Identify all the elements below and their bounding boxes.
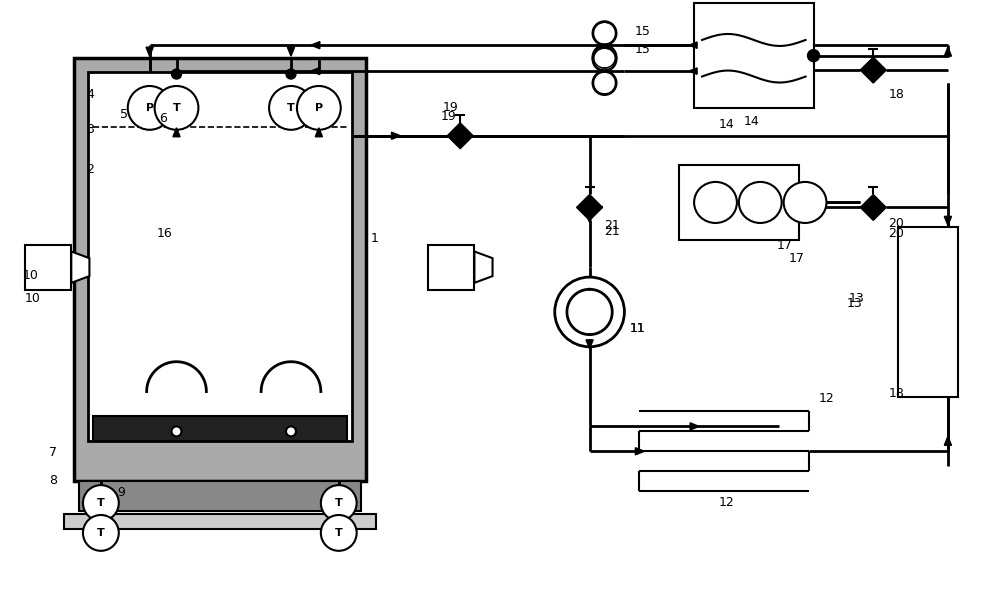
Polygon shape [635,448,644,455]
Circle shape [321,515,357,551]
Ellipse shape [694,182,737,223]
Text: T: T [97,498,105,508]
Polygon shape [315,128,322,137]
Text: 11: 11 [629,322,645,335]
Bar [428,245,474,290]
Circle shape [286,426,296,436]
Text: 14: 14 [719,118,735,131]
Text: T: T [97,528,105,538]
Circle shape [593,45,616,69]
Text: 6: 6 [160,112,167,125]
Text: 20: 20 [888,227,904,240]
Text: T: T [173,103,180,113]
Polygon shape [577,195,603,207]
Circle shape [83,515,119,551]
Text: 10: 10 [22,269,38,282]
Text: 7: 7 [49,447,57,459]
Polygon shape [173,128,180,137]
Circle shape [83,485,119,521]
Circle shape [593,47,616,71]
Polygon shape [311,42,320,49]
Polygon shape [146,47,153,56]
Text: 17: 17 [777,239,793,252]
Polygon shape [586,213,593,222]
Text: 10: 10 [24,292,40,305]
Text: 19: 19 [440,110,456,123]
Bar [93,417,347,441]
Text: 5: 5 [120,108,128,121]
Text: 15: 15 [634,25,650,38]
Text: 21: 21 [605,225,620,238]
Text: 9: 9 [117,486,125,499]
Text: P: P [315,103,323,113]
Polygon shape [447,136,473,149]
Polygon shape [944,216,951,225]
Text: 21: 21 [605,219,620,232]
Text: 20: 20 [888,217,904,230]
Circle shape [297,86,341,130]
Text: 12: 12 [719,496,735,509]
Bar [694,4,814,108]
Polygon shape [392,132,400,139]
Polygon shape [690,423,699,430]
Circle shape [172,69,181,79]
Circle shape [155,86,198,130]
Circle shape [808,50,820,61]
Polygon shape [447,123,473,136]
Text: 14: 14 [744,115,760,128]
Text: 11: 11 [629,322,645,335]
Circle shape [321,485,357,521]
Text: T: T [287,103,295,113]
Text: 3: 3 [86,123,94,136]
Text: T: T [335,498,343,508]
Text: 13: 13 [846,297,862,310]
Polygon shape [944,47,951,56]
Bar [679,165,799,240]
Polygon shape [689,42,697,48]
Circle shape [593,71,616,95]
Circle shape [286,69,296,79]
Text: 18: 18 [888,88,904,101]
Bar [25,245,71,290]
Text: 12: 12 [819,392,834,405]
Text: 16: 16 [157,227,172,240]
Polygon shape [860,207,886,220]
Polygon shape [577,207,603,220]
Polygon shape [586,340,593,349]
Text: 19: 19 [442,101,458,114]
Ellipse shape [739,182,782,223]
Circle shape [593,21,616,45]
Text: 8: 8 [49,474,57,487]
Polygon shape [71,251,89,283]
Polygon shape [311,67,320,75]
Circle shape [555,277,624,347]
Text: 18: 18 [888,386,904,399]
Polygon shape [689,68,697,74]
Circle shape [128,86,172,130]
Text: 2: 2 [86,162,94,176]
Polygon shape [944,436,951,445]
Circle shape [269,86,313,130]
Bar [898,227,958,396]
Polygon shape [287,47,295,56]
Polygon shape [474,251,493,283]
Text: P: P [146,103,154,113]
Polygon shape [860,57,886,70]
Text: 4: 4 [86,88,94,101]
Bar [74,58,366,481]
Text: T: T [335,528,343,538]
Text: 17: 17 [789,252,805,265]
Text: 1: 1 [371,232,378,245]
Text: 13: 13 [848,292,864,305]
Circle shape [172,426,181,436]
Bar [88,72,352,441]
Polygon shape [860,195,886,207]
Polygon shape [860,70,886,83]
Bar [64,514,376,529]
Bar [79,481,361,511]
Text: 15: 15 [634,43,650,56]
Ellipse shape [784,182,826,223]
